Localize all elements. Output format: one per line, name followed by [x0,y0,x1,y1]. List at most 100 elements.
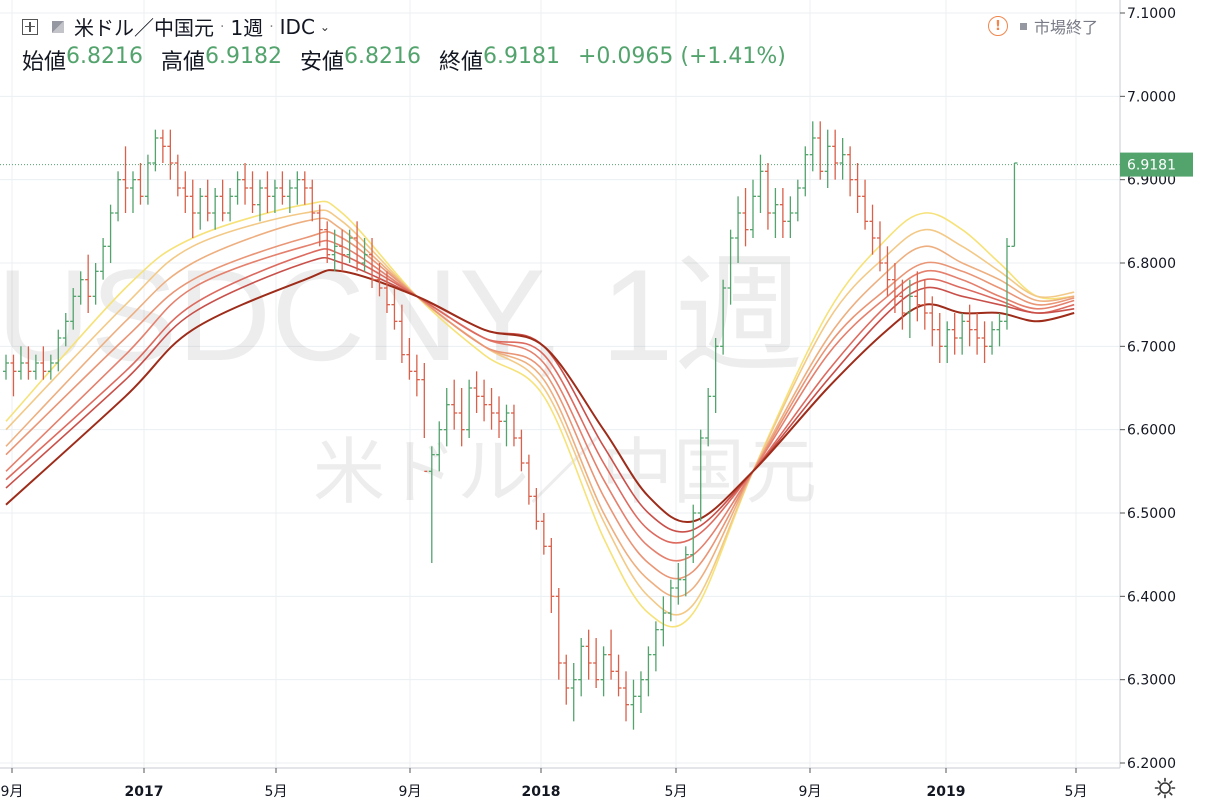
ohlc-bar [525,454,532,505]
ohlc-bar [361,238,368,272]
ohlc-bar [1011,162,1018,247]
ohlc-bar [974,313,981,355]
ohlc-bar [966,304,973,347]
ohlc-bar [608,629,615,680]
ohlc-bar [817,121,824,180]
ohlc-bar [779,188,786,238]
ohlc-bar [510,404,517,447]
symbol-name[interactable]: 米ドル／中国元 [74,16,214,40]
ohlc-bar [959,313,966,355]
high-label: 高値 [161,50,206,75]
ohlc-bar [615,654,622,697]
ohlc-bar [466,379,473,438]
price-tick-label: 6.3000 [1127,673,1176,689]
ohlc-bars [3,121,1018,730]
ohlc-bar [637,671,644,713]
ohlc-bar [331,229,338,272]
interval-label[interactable]: 1週 [230,16,264,40]
close-label: 終値 [439,50,484,75]
ohlc-bar [174,154,181,197]
ohlc-bar [473,371,480,413]
ohlc-bar [436,421,443,472]
ohlc-bar [712,338,719,413]
ohlc-bar [697,429,704,522]
ohlc-bar [92,263,99,305]
ohlc-bar [802,146,809,197]
ohlc-bar [951,313,958,355]
ohlc-bar [197,188,204,230]
ohlc-bar [227,188,234,222]
time-tick-label: 5月 [665,784,688,800]
ohlc-bar [585,629,592,680]
ohlc-bar [249,171,256,213]
ohlc-bar [503,404,510,447]
ohlc-bar [451,379,458,430]
price-tick-label: 6.4000 [1127,589,1176,605]
ohlc-bar [129,171,136,213]
price-tag-label: 6.9181 [1127,158,1176,174]
moving-average-line [5,256,1075,533]
price-tag-box [1120,152,1193,177]
ohlc-bar [533,488,540,530]
ohlc-bar [764,163,771,230]
ohlc-bar [137,163,144,205]
open-label: 始値 [22,50,67,75]
ohlc-bar [32,354,39,380]
open-value: 6.8216 [66,44,143,69]
time-tick-label: 2017 [125,784,164,800]
ohlc-bar [563,654,570,705]
price-tick-label: 6.5000 [1127,506,1176,522]
ohlc-bar [55,329,62,372]
ohlc-bar [413,354,420,397]
expand-icon[interactable] [22,18,38,35]
market-status[interactable]: ! 市場終了 [988,14,1098,38]
time-tick-label: 9月 [799,784,822,800]
ohlc-bar [17,346,24,380]
ohlc-bar [152,129,159,172]
ohlc-bar [548,538,555,613]
warning-icon[interactable]: ! [988,16,1008,36]
ohlc-bar [324,221,331,263]
ohlc-bar [488,388,495,430]
ohlc-bar [77,271,84,305]
close-value: 6.9181 [483,44,560,69]
ohlc-bar [294,171,301,205]
separator: · [269,18,274,35]
ohlc-bar [443,388,450,447]
settings-gear-icon[interactable] [1154,777,1176,799]
ohlc-bar [167,129,174,180]
ohlc-bar [354,221,361,272]
ohlc-bar [383,271,390,313]
moving-average-line [5,209,1075,616]
moving-average-line [5,230,1075,580]
ohlc-bar [944,321,951,363]
ohlc-bar [25,346,32,380]
ohlc-bar [70,288,77,330]
ohlc-bar [316,204,323,247]
ohlc-bar [735,196,742,263]
ohlc-bar [794,179,801,222]
moving-average-line [5,200,1075,628]
ohlc-bar [182,171,189,213]
ohlc-bar [750,179,756,238]
ohlc-bar [10,354,17,397]
market-status-label: 市場終了 [1034,18,1099,37]
ohlc-bar [85,254,92,313]
exchange-label[interactable]: IDC [279,14,315,39]
ohlc-bar [346,229,353,263]
ohlc-bar [630,679,637,730]
ohlc-bar [540,513,547,555]
ohlc-bar [40,346,47,380]
ohlc-bar [242,163,249,205]
ohlc-bar [787,196,794,238]
ohlc-bar [839,138,846,180]
ohlc-bar [623,671,630,722]
ohlc-bar [1003,238,1010,330]
ohlc-bar [421,363,428,472]
price-tick-label: 7.1000 [1127,6,1176,22]
time-tick-label: 9月 [1,784,24,800]
ohlc-bar [981,321,988,363]
ohlc-bar [458,388,465,447]
chevron-down-icon[interactable]: ⌄ [319,19,330,34]
